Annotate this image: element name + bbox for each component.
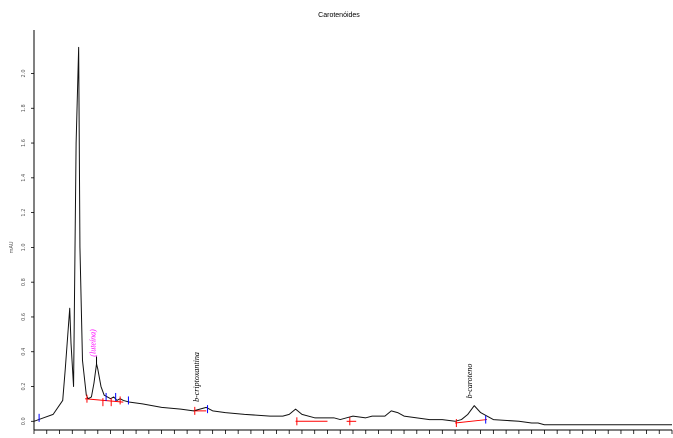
y-tick-label: 0.2 [21,383,27,391]
y-tick-label: 2.0 [21,70,27,78]
y-tick-label: 0.8 [21,278,27,286]
peak-annotation: b-criptoxantina [192,352,201,402]
peak-annotation: (luteína) [89,329,98,357]
y-tick-label: 1.4 [21,174,27,182]
chromatogram-trace [33,46,672,426]
y-tick-label: 1.8 [21,104,27,112]
y-tick-label: 1.2 [21,209,27,217]
y-tick-label: 0.6 [21,313,27,321]
integration-baseline [455,419,488,424]
peak-annotation: b-caroteno [465,364,474,399]
y-tick-label: 0.0 [21,417,27,425]
y-tick-label: 1.6 [21,139,27,147]
y-axis-label: mAU [9,241,15,253]
y-tick-label: 0.4 [21,348,27,356]
chart-title: Carotenóides [318,12,360,19]
integration-baseline [84,398,124,403]
y-tick-label: 1.0 [21,243,27,251]
